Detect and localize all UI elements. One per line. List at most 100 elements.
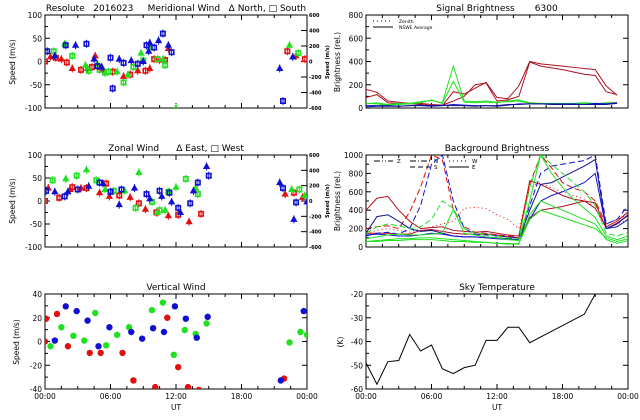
vertical-ytick-label: 20	[32, 314, 42, 323]
zonal-point-blue	[194, 179, 201, 186]
signal-line-green-1	[366, 64, 618, 106]
background-line-green-3	[366, 200, 628, 245]
zonal-point-red	[45, 198, 48, 205]
meridional-ytick-label: 50	[32, 34, 42, 43]
meridional-point-blue	[159, 30, 166, 37]
zonal-right-ytick-label: -200	[309, 214, 322, 220]
zonal-point-green	[132, 204, 139, 211]
zonal-right-ytick-label: 600	[309, 153, 320, 159]
skytemp-xtick-label: 12:00	[486, 392, 508, 401]
vertical-point-blue	[73, 307, 80, 315]
vertical-point-blue	[171, 303, 179, 310]
meridional-plot-area	[45, 29, 307, 108]
meridional-point-red	[68, 64, 76, 71]
zonal-point-green	[135, 168, 143, 175]
zonal-point-red	[185, 217, 193, 225]
background-line-green-S	[366, 155, 628, 240]
signal-line-red-2	[366, 61, 618, 106]
background-ytick-label: 800	[349, 169, 364, 178]
vertical-point-blue	[277, 377, 284, 384]
zonal-point-green	[49, 177, 56, 184]
vertical-point-green	[81, 337, 88, 344]
zonal-point-red	[105, 192, 114, 199]
vertical-xlabel: UT	[171, 403, 181, 412]
bg-legend-z: Z	[397, 159, 401, 165]
zonal-point-blue	[290, 215, 298, 222]
background-ytick-label: 1000	[344, 151, 363, 160]
zonal-point-blue	[143, 191, 150, 198]
meridional-ytick-label: -50	[30, 81, 42, 90]
skytemp-ytick-label: -20	[351, 290, 363, 299]
zonal-point-green	[296, 186, 303, 193]
zonal-point-blue	[166, 189, 173, 196]
meridional-point-blue	[127, 56, 135, 64]
zonal-right-ytick-label: 200	[309, 184, 320, 190]
vertical-point-blue	[51, 337, 59, 344]
vertical-point-blue	[160, 328, 168, 336]
meridional-point-blue	[98, 63, 106, 70]
vertical-point-green	[203, 320, 210, 327]
vertical-point-blue	[300, 307, 307, 315]
zonal-point-green	[82, 165, 91, 173]
zonal-point-blue	[187, 200, 194, 207]
signal-legend-nswe: NSWE Average	[399, 25, 433, 31]
zonal-point-red	[126, 193, 134, 200]
meridional-point-blue	[289, 52, 297, 60]
meridional-point-green	[173, 103, 179, 108]
zonal-ytick-label: 50	[32, 174, 42, 183]
meridional-point-green	[69, 52, 76, 59]
skytemp-line-sky-temperature	[366, 294, 596, 386]
zonal-point-blue	[107, 188, 114, 195]
meridional-point-green	[154, 56, 161, 63]
skytemp-ytick-label: -30	[351, 314, 363, 323]
meridional-point-green	[105, 68, 112, 75]
vertical-point-red	[130, 377, 137, 384]
zonal-point-green	[288, 185, 296, 192]
vertical-point-red	[317, 307, 323, 313]
meridional-point-green	[162, 62, 169, 69]
meridional-point-red	[45, 58, 48, 65]
zonal-point-green	[161, 206, 169, 213]
zonal-point-blue	[64, 187, 72, 195]
zonal-point-red	[141, 205, 150, 212]
skytemp-title: Sky Temperature	[459, 283, 535, 293]
vertical-point-red	[97, 349, 104, 357]
zonal-point-blue	[156, 187, 163, 194]
meridional-frame	[44, 14, 308, 109]
vertical-point-red	[119, 349, 126, 357]
zonal-ytick-label: 100	[28, 151, 43, 160]
skytemp-plot-area	[366, 294, 596, 386]
zonal-point-blue	[189, 186, 198, 194]
vertical-ytick-label: -20	[30, 361, 42, 370]
meridional-point-green	[85, 67, 92, 74]
zonal-point-blue	[74, 186, 81, 193]
vertical-plot-area	[45, 299, 323, 389]
vertical-point-green	[113, 331, 121, 339]
background-line-red-W	[366, 182, 628, 234]
meridional-point-red	[78, 66, 85, 73]
vertical-point-red	[195, 386, 202, 389]
meridional-point-blue	[51, 51, 59, 59]
meridional-point-green	[113, 67, 121, 75]
meridional-point-green	[159, 55, 167, 62]
vertical-point-blue	[84, 317, 91, 324]
vertical-ylabel: Speed (m/s)	[12, 319, 21, 365]
meridional-right-ytick-label: 400	[309, 29, 320, 35]
vertical-point-green	[286, 339, 293, 346]
vertical-point-red	[64, 343, 72, 350]
meridional-point-red	[301, 56, 307, 63]
meridional-point-green	[137, 49, 145, 56]
meridional-point-blue	[109, 85, 116, 92]
vertical-point-red	[86, 349, 93, 357]
meridional-point-blue	[154, 36, 163, 44]
signal-title: Signal Brightness 6300	[436, 4, 558, 14]
meridional-right-ytick-label: 600	[309, 13, 320, 19]
zonal-right-ytick-label: 0	[309, 199, 313, 205]
zonal-point-blue	[45, 187, 50, 194]
meridional-point-blue	[107, 54, 114, 61]
zonal-point-blue	[293, 199, 300, 206]
meridional-point-blue	[146, 38, 154, 46]
meridional-point-blue	[71, 41, 80, 48]
meridional-point-blue	[94, 63, 101, 70]
vertical-point-blue	[193, 334, 200, 341]
